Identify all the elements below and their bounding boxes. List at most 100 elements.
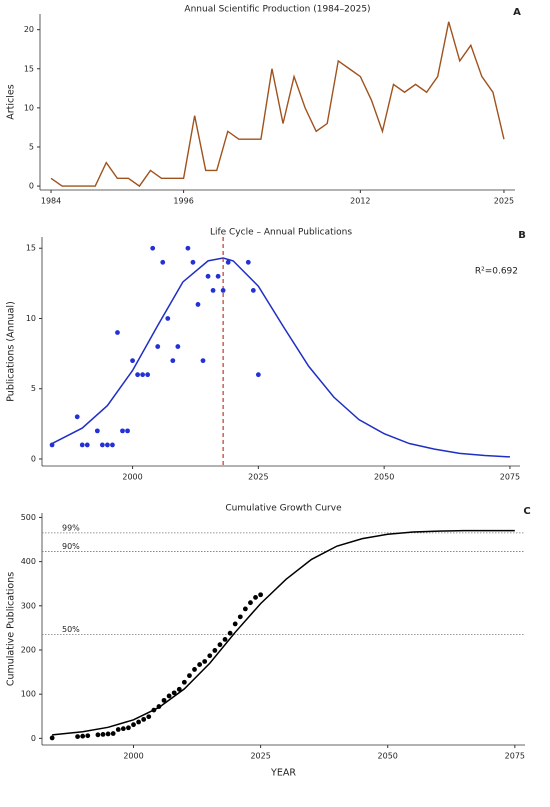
- y-tick-label: 400: [21, 557, 36, 566]
- point: [170, 358, 176, 364]
- y-tick-label: 0: [31, 454, 36, 463]
- point: [258, 592, 264, 598]
- x-tick-label: 2000: [123, 752, 143, 761]
- reference-label: 99%: [62, 523, 80, 532]
- fit-curve: [51, 257, 510, 458]
- y-tick-label: 500: [21, 513, 36, 522]
- point: [145, 372, 151, 378]
- point: [141, 716, 147, 722]
- point: [166, 693, 172, 699]
- point: [150, 245, 156, 251]
- y-tick-label: 10: [26, 314, 36, 323]
- point: [171, 690, 177, 696]
- point: [181, 679, 187, 685]
- point: [205, 273, 211, 279]
- panel-title: Life Cycle – Annual Publications: [210, 228, 352, 238]
- x-tick-label: 2025: [494, 197, 514, 206]
- point: [79, 442, 85, 448]
- y-tick-label: 0: [29, 182, 34, 191]
- point: [136, 719, 142, 725]
- point: [49, 735, 55, 741]
- y-tick-label: 5: [31, 384, 36, 393]
- annotation: R²=0.692: [475, 267, 518, 277]
- point: [250, 287, 256, 293]
- point: [212, 648, 218, 653]
- y-tick-label: 200: [21, 645, 36, 654]
- y-tick-label: 20: [24, 25, 34, 34]
- point: [49, 442, 55, 448]
- point: [151, 707, 157, 713]
- point: [200, 358, 206, 364]
- point: [146, 714, 152, 720]
- point: [110, 442, 115, 448]
- point: [105, 731, 111, 737]
- panel-title: Cumulative Growth Curve: [225, 504, 342, 514]
- point: [248, 600, 253, 606]
- point: [95, 732, 101, 738]
- point: [115, 330, 120, 335]
- reference-label: 50%: [62, 625, 80, 634]
- point: [225, 259, 231, 265]
- point: [197, 662, 203, 667]
- x-tick-label: 2012: [350, 197, 370, 206]
- point: [99, 442, 105, 448]
- point: [253, 595, 258, 600]
- point: [185, 245, 191, 251]
- x-tick-label: 2050: [378, 752, 398, 761]
- point: [105, 442, 110, 448]
- point: [140, 372, 146, 378]
- x-tick-label: 1996: [173, 197, 193, 206]
- fit-curve: [52, 529, 515, 736]
- point: [110, 731, 116, 736]
- point: [176, 686, 182, 692]
- y-axis-label: Publications (Annual): [6, 301, 17, 402]
- point: [217, 642, 223, 648]
- point: [85, 733, 91, 739]
- point: [100, 731, 106, 737]
- panel-title: Annual Scientific Production (1984–2025): [184, 5, 370, 15]
- point: [192, 667, 197, 672]
- panel-letter: C: [523, 506, 530, 517]
- y-tick-label: 5: [29, 142, 34, 151]
- point: [210, 287, 216, 293]
- x-axis-label: YEAR: [270, 768, 296, 779]
- x-tick-label: 2050: [374, 473, 394, 482]
- point: [130, 358, 135, 364]
- point: [232, 621, 238, 627]
- point: [155, 344, 161, 349]
- point: [156, 704, 162, 709]
- y-axis-label: Articles: [6, 84, 17, 119]
- point: [245, 259, 251, 265]
- y-tick-label: 0: [31, 734, 36, 743]
- point: [125, 428, 130, 434]
- panel-letter: B: [518, 230, 526, 241]
- y-tick-label: 100: [21, 690, 36, 699]
- x-tick-label: 2000: [122, 473, 142, 482]
- point: [80, 733, 86, 739]
- y-tick-label: 300: [21, 601, 36, 610]
- point: [115, 727, 121, 732]
- point: [175, 344, 181, 349]
- y-tick-label: 15: [24, 64, 34, 73]
- point: [94, 428, 100, 434]
- y-axis-label: Cumulative Publications: [6, 572, 17, 686]
- point: [160, 259, 166, 265]
- point: [135, 372, 141, 378]
- point: [220, 287, 226, 293]
- point: [227, 630, 233, 636]
- point: [126, 725, 131, 731]
- point: [120, 428, 125, 434]
- point: [222, 636, 228, 642]
- point: [242, 606, 248, 612]
- point: [120, 726, 126, 732]
- y-tick-label: 15: [26, 244, 36, 253]
- x-tick-label: 2025: [248, 473, 268, 482]
- point: [165, 316, 171, 321]
- point: [237, 614, 243, 620]
- point: [215, 273, 221, 279]
- point: [75, 734, 80, 740]
- x-tick-label: 1984: [41, 197, 61, 206]
- point: [195, 302, 201, 307]
- panel-letter: A: [513, 7, 521, 18]
